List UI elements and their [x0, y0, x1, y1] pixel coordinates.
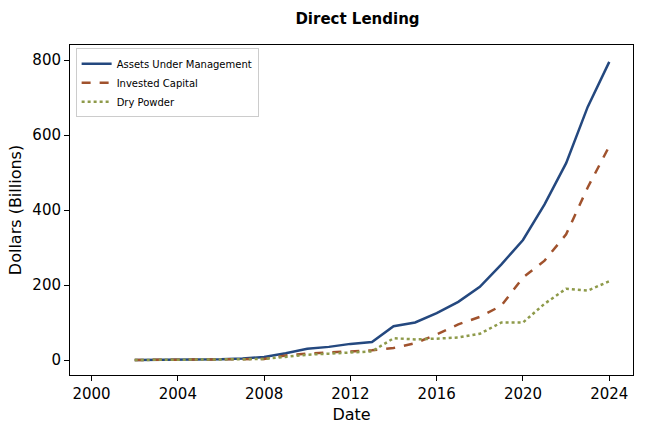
svg-text:Date: Date	[332, 405, 370, 424]
svg-text:2004: 2004	[159, 385, 197, 403]
svg-text:2024: 2024	[590, 385, 628, 403]
svg-text:Assets Under Management: Assets Under Management	[117, 59, 252, 70]
svg-text:0: 0	[51, 351, 61, 369]
svg-text:Dollars (Billions): Dollars (Billions)	[6, 145, 25, 275]
svg-text:2000: 2000	[72, 385, 110, 403]
svg-text:2020: 2020	[504, 385, 542, 403]
svg-text:800: 800	[32, 51, 61, 69]
svg-text:2016: 2016	[418, 385, 456, 403]
svg-text:400: 400	[32, 201, 61, 219]
svg-text:Invested Capital: Invested Capital	[117, 78, 198, 89]
svg-text:Direct Lending: Direct Lending	[295, 10, 419, 28]
svg-text:Dry Powder: Dry Powder	[117, 97, 175, 108]
svg-text:600: 600	[32, 126, 61, 144]
svg-text:2012: 2012	[331, 385, 369, 403]
svg-text:2008: 2008	[245, 385, 283, 403]
svg-text:200: 200	[32, 276, 61, 294]
